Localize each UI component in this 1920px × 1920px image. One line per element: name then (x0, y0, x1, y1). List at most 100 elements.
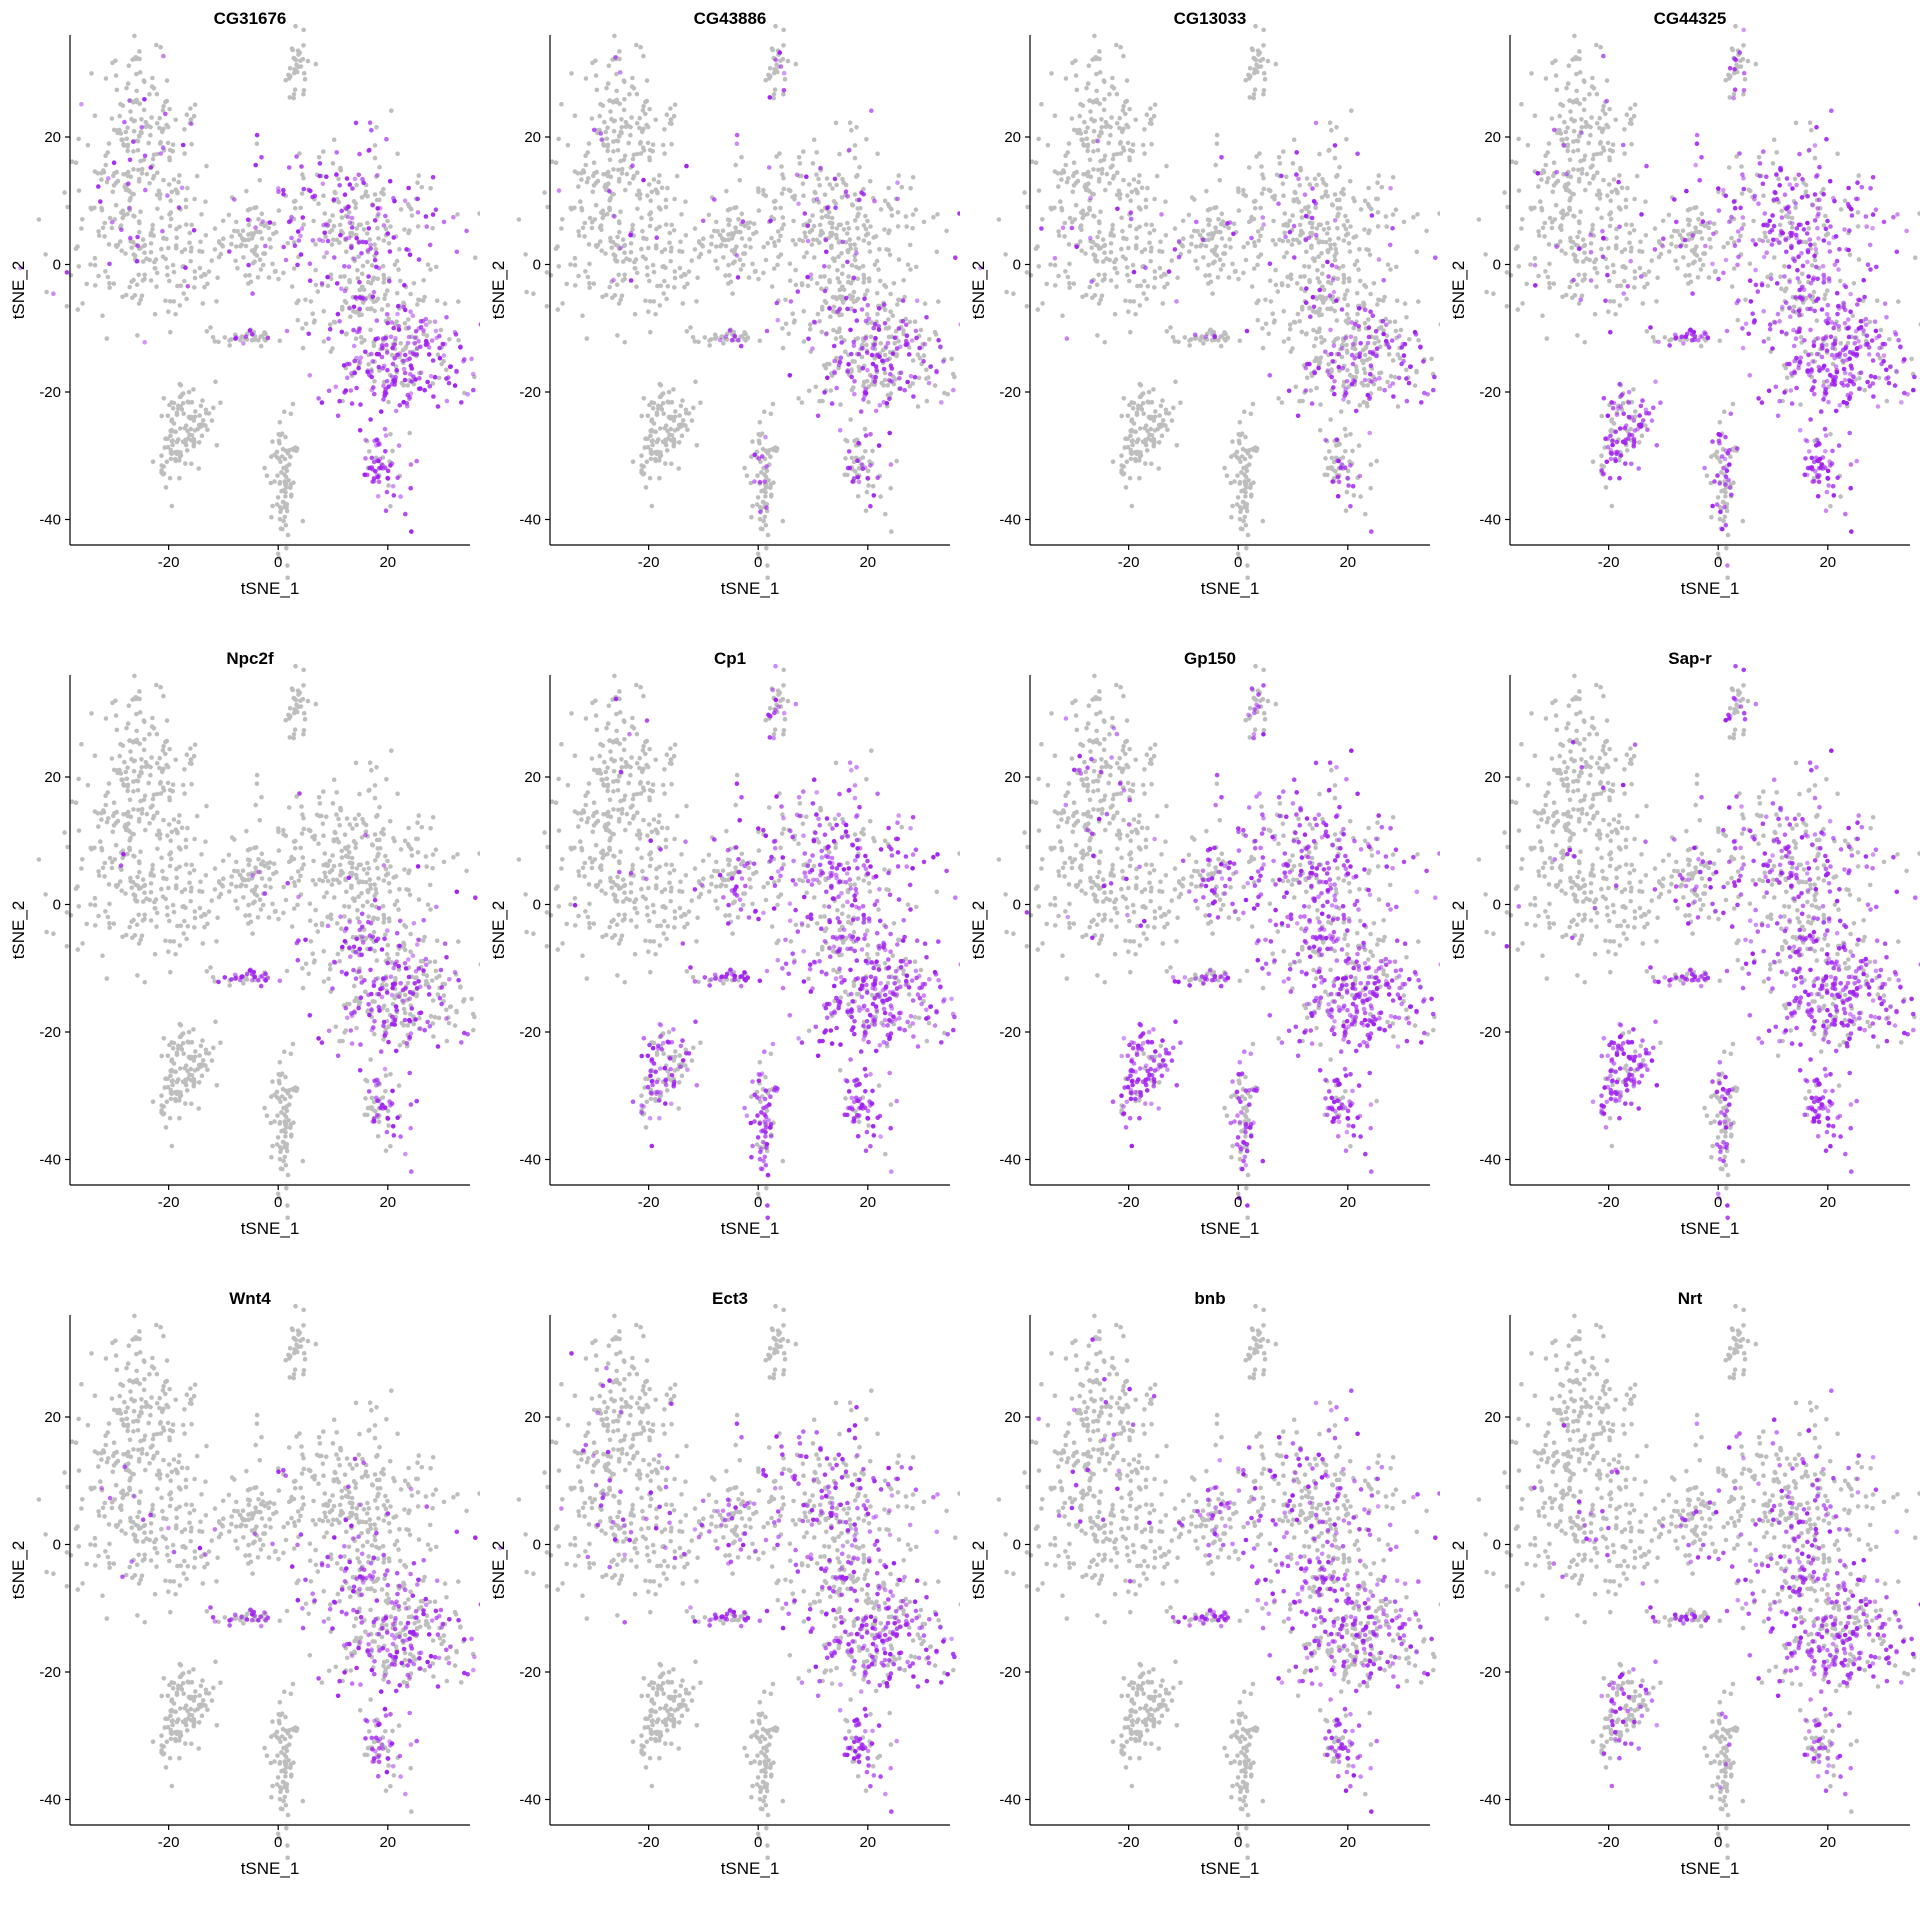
cell-point (817, 240, 822, 245)
cell-point (542, 190, 547, 195)
cell-point (405, 383, 411, 388)
cell-point-expressed (1095, 138, 1101, 144)
cell-point-expressed (1331, 289, 1337, 295)
cell-point (833, 201, 838, 206)
cell-point (171, 177, 177, 182)
cell-point (1222, 330, 1227, 335)
cell-point (188, 249, 194, 254)
cell-point (1345, 367, 1350, 373)
cell-point (248, 279, 254, 285)
cell-point (182, 425, 188, 431)
cell-point (1070, 189, 1076, 195)
cell-point-expressed (1367, 430, 1372, 436)
cell-point (1542, 234, 1547, 239)
cell-point (621, 157, 627, 163)
cell-point (1117, 125, 1122, 131)
cell-point (1288, 349, 1294, 354)
cell-point (159, 453, 164, 459)
cell-point (779, 191, 785, 196)
cell-point-expressed (289, 214, 294, 220)
cell-point (811, 223, 817, 229)
cell-point (1476, 217, 1482, 222)
cell-point (290, 401, 296, 407)
cell-point (1115, 170, 1120, 175)
cell-point (166, 245, 171, 251)
cell-point (1123, 99, 1128, 105)
cell-point (198, 239, 203, 245)
cell-point (395, 151, 400, 157)
cell-point-expressed (406, 334, 412, 340)
cell-point (322, 211, 328, 216)
cell-point (1398, 327, 1404, 333)
cell-point-expressed (122, 119, 127, 125)
cell-point-expressed (845, 368, 850, 373)
cell-point (1340, 264, 1346, 269)
cell-point (630, 156, 636, 162)
cell-point (200, 422, 206, 428)
cell-point (148, 124, 153, 130)
cell-point (259, 211, 265, 217)
cell-point (727, 206, 733, 212)
cell-point-expressed (829, 401, 835, 406)
cell-point-expressed (1115, 206, 1120, 212)
cell-point (171, 269, 177, 275)
cell-point (1611, 177, 1617, 182)
cell-point-expressed (119, 227, 124, 233)
cell-point-expressed (409, 379, 414, 384)
cell-point (648, 216, 654, 222)
cell-point (895, 210, 901, 215)
cell-point (138, 297, 143, 303)
cell-point (1568, 235, 1573, 241)
cell-point-expressed (1348, 503, 1353, 509)
cell-point (1231, 221, 1237, 227)
cell-point (1281, 254, 1287, 260)
cell-point (1110, 176, 1116, 181)
cell-point (1164, 163, 1169, 169)
cell-point (742, 330, 747, 335)
cell-point (102, 220, 108, 226)
cell-point (1632, 285, 1637, 290)
cell-point (908, 267, 913, 272)
cell-point (1590, 163, 1595, 168)
cell-point-expressed (395, 311, 400, 317)
cell-point (282, 514, 288, 520)
cell-point (839, 271, 845, 277)
cell-point (392, 262, 398, 268)
cell-point (1515, 307, 1521, 312)
cell-point (777, 151, 782, 156)
cell-point-expressed (351, 327, 356, 333)
cell-point (1598, 151, 1604, 156)
cell-point (1151, 418, 1157, 423)
cell-point-expressed (1352, 356, 1357, 361)
cell-point (354, 226, 360, 231)
cell-point (388, 503, 393, 509)
cell-point (622, 153, 628, 159)
cell-point (724, 188, 729, 194)
cell-point (1287, 326, 1293, 332)
cell-point-expressed (366, 274, 371, 279)
cell-point-expressed (392, 342, 397, 348)
cell-point (662, 247, 668, 252)
cell-point (1290, 213, 1295, 218)
cell-point-expressed (327, 326, 333, 332)
cell-point (343, 213, 349, 219)
cell-point (388, 432, 393, 437)
cell-point (640, 145, 646, 150)
cell-point (1033, 160, 1039, 165)
cell-point (757, 516, 763, 522)
cell-point (836, 172, 842, 178)
cell-point (1248, 454, 1253, 460)
cell-point-expressed (320, 181, 326, 187)
cell-point (1319, 195, 1325, 200)
cell-point (1273, 267, 1278, 273)
cell-point (824, 176, 830, 181)
cell-point (667, 432, 672, 438)
cell-point (321, 308, 327, 314)
cell-point (1372, 341, 1377, 346)
cell-point (1637, 265, 1643, 271)
cell-point (106, 242, 112, 247)
cell-point (605, 125, 610, 130)
cell-point (1484, 289, 1489, 295)
cell-point-expressed (410, 351, 416, 357)
cell-point (642, 445, 647, 450)
